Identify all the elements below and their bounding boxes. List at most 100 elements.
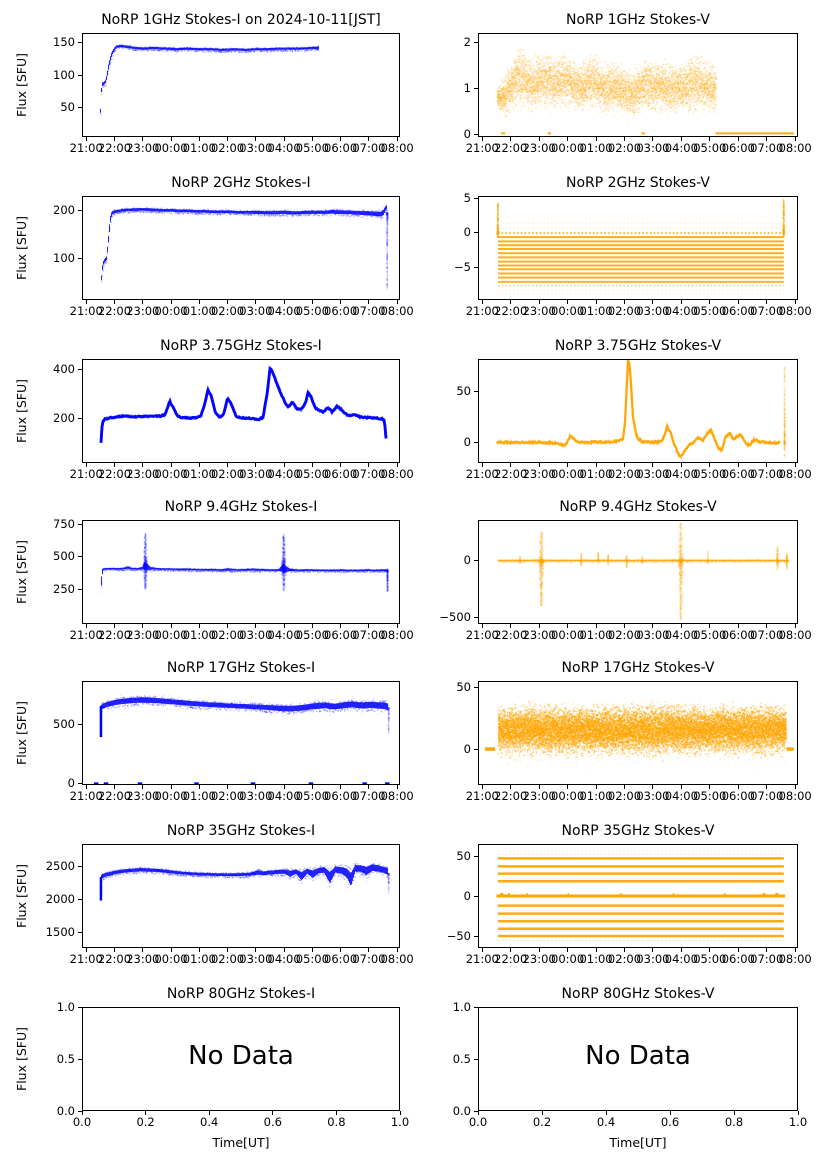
x-tick-label: 08:00	[778, 141, 812, 155]
x-tickmark	[255, 137, 257, 141]
x-tickmark	[737, 624, 739, 628]
x-tick-label: 1.0	[788, 1115, 808, 1129]
x-tickmark	[567, 300, 569, 304]
x-tickmark	[145, 1111, 147, 1115]
plot-canvas	[82, 844, 400, 948]
x-tick-label: 23:00	[522, 789, 556, 803]
x-tick-label: 21:00	[465, 628, 499, 642]
x-tickmark	[623, 785, 625, 789]
x-tickmark	[680, 785, 682, 789]
plot-canvas	[478, 33, 798, 137]
x-tickmark	[510, 624, 512, 628]
x-tickmark	[114, 624, 115, 628]
x-tick-label: 02:00	[607, 304, 642, 318]
x-tick-label: 21:00	[69, 467, 103, 481]
x-tickmark	[198, 785, 200, 789]
x-tick-label: 06:00	[721, 467, 755, 481]
x-tick-label: 00:00	[154, 304, 188, 318]
x-tick-label: 23:00	[126, 467, 160, 481]
subplot-title: NoRP 2GHz Stokes-I	[171, 175, 311, 191]
y-tick-label: 0	[463, 126, 471, 141]
x-tick-label: 08:00	[380, 304, 414, 318]
x-tick-label: 02:00	[210, 628, 245, 642]
x-tick-label: 02:00	[210, 304, 245, 318]
x-tickmark	[170, 624, 172, 628]
subplot-title: NoRP 35GHz Stokes-V	[561, 823, 715, 839]
x-tick-label: 22:00	[97, 467, 132, 481]
x-tickmark	[198, 137, 200, 141]
subplot-title: NoRP 80GHz Stokes-V	[561, 986, 715, 1002]
x-tickmark	[142, 948, 144, 952]
y-tickmark	[78, 724, 82, 726]
x-tickmark	[114, 137, 115, 141]
x-tick-label: 01:00	[182, 628, 216, 642]
x-tickmark	[541, 1111, 543, 1115]
x-tickmark	[85, 785, 87, 789]
y-tickmark	[474, 197, 478, 199]
x-tick-label: 0.6	[263, 1115, 282, 1129]
y-tick-label: 50	[456, 848, 471, 863]
x-tickmark	[340, 300, 342, 304]
x-tick-label: 04:00	[267, 789, 301, 803]
x-tickmark	[595, 137, 597, 141]
x-tickmark	[283, 137, 285, 141]
x-tickmark	[567, 463, 569, 467]
x-tickmark	[567, 137, 569, 141]
y-tickmark	[78, 1006, 82, 1008]
x-tickmark	[794, 624, 796, 628]
y-tickmark	[474, 87, 478, 89]
x-tick-label: 04:00	[664, 467, 698, 481]
x-tickmark	[595, 785, 597, 789]
y-tick-label: 0	[463, 888, 471, 903]
y-tickmark	[474, 559, 478, 561]
x-tickmark	[170, 948, 172, 952]
x-tick-label: 08:00	[778, 789, 812, 803]
subplot-title: NoRP 9.4GHz Stokes-V	[559, 499, 717, 515]
plot-canvas	[82, 196, 400, 300]
y-tick-label: 750	[53, 516, 75, 531]
x-tickmark	[311, 137, 313, 141]
x-tickmark	[605, 1111, 607, 1115]
x-tickmark	[709, 948, 711, 952]
x-tick-label: 07:00	[352, 789, 386, 803]
x-tick-label: 03:00	[636, 467, 670, 481]
x-tick-label: 06:00	[324, 304, 358, 318]
x-tick-label: 03:00	[239, 789, 273, 803]
y-tick-label: 0.0	[56, 1103, 75, 1118]
x-tickmark	[481, 785, 483, 789]
x-tickmark	[510, 137, 512, 141]
x-tickmark	[368, 300, 370, 304]
x-tickmark	[709, 624, 711, 628]
y-tick-label: 0	[463, 435, 471, 450]
y-tickmark	[78, 1110, 82, 1112]
x-tick-label: 06:00	[324, 952, 358, 966]
x-tick-label: 05:00	[295, 304, 329, 318]
y-tick-label: 50	[60, 100, 75, 115]
x-tickmark	[680, 137, 682, 141]
x-tickmark	[567, 624, 569, 628]
x-tick-label: 21:00	[465, 467, 499, 481]
x-tick-label: 07:00	[352, 141, 386, 155]
x-tick-label: 08:00	[778, 628, 812, 642]
x-tick-label: 07:00	[750, 467, 784, 481]
x-tickmark	[595, 948, 597, 952]
x-tick-label: 06:00	[721, 304, 755, 318]
x-tick-label: 05:00	[693, 304, 727, 318]
x-tick-label: 04:00	[664, 789, 698, 803]
x-tickmark	[114, 463, 115, 467]
x-tick-label: 04:00	[267, 304, 301, 318]
x-tick-label: 23:00	[522, 304, 556, 318]
x-tick-label: 07:00	[750, 789, 784, 803]
x-tickmark	[709, 300, 711, 304]
x-tickmark	[114, 948, 115, 952]
x-tick-label: 02:00	[607, 628, 642, 642]
y-tick-label: 1500	[45, 925, 75, 940]
plot-canvas	[82, 520, 400, 624]
plot-canvas	[82, 33, 400, 137]
y-tick-label: 100	[53, 67, 75, 82]
x-tick-label: 22:00	[494, 467, 528, 481]
x-tick-label: 01:00	[182, 467, 216, 481]
y-tick-label: 0	[463, 552, 471, 567]
x-tickmark	[283, 785, 285, 789]
x-tickmark	[709, 785, 711, 789]
